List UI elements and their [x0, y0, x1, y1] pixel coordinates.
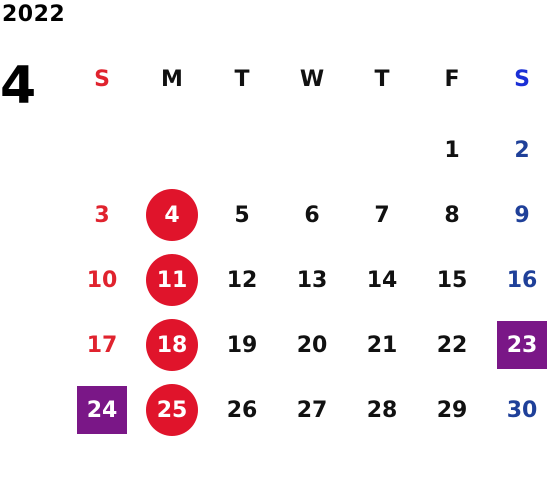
month-label: 4 [0, 56, 37, 116]
day-cell: 19 [226, 332, 258, 358]
day-cell: 11 [146, 254, 198, 306]
day-cell: 15 [436, 267, 468, 293]
day-cell: 26 [226, 397, 258, 423]
day-cell: 25 [146, 384, 198, 436]
day-cell: 27 [296, 397, 328, 423]
day-cell: 4 [146, 189, 198, 241]
year-label: 2022 [2, 2, 66, 27]
day-cell: 16 [506, 267, 538, 293]
day-cell: 24 [77, 386, 127, 434]
day-cell: 17 [86, 332, 118, 358]
weekday-thu: T [374, 67, 390, 92]
day-cell: 30 [506, 397, 538, 423]
day-cell: 28 [366, 397, 398, 423]
day-cell: 13 [296, 267, 328, 293]
day-cell: 12 [226, 267, 258, 293]
day-cell: 14 [366, 267, 398, 293]
weekday-sun: S [94, 67, 110, 92]
day-cell: 7 [374, 202, 390, 228]
day-cell: 21 [366, 332, 398, 358]
day-cell: 29 [436, 397, 468, 423]
weekday-tue: T [234, 67, 250, 92]
day-cell: 9 [514, 202, 530, 228]
day-cell: 22 [436, 332, 468, 358]
day-cell: 20 [296, 332, 328, 358]
day-cell: 23 [497, 321, 547, 369]
day-cell: 8 [444, 202, 460, 228]
day-cell: 2 [514, 137, 530, 163]
weekday-sat: S [514, 67, 530, 92]
day-cell: 10 [86, 267, 118, 293]
day-cell: 18 [146, 319, 198, 371]
day-cell: 5 [234, 202, 250, 228]
weekday-fri: F [444, 67, 460, 92]
weekday-mon: M [161, 67, 183, 92]
day-cell: 6 [304, 202, 320, 228]
day-cell: 1 [444, 137, 460, 163]
weekday-wed: W [299, 67, 325, 92]
day-cell: 3 [94, 202, 110, 228]
